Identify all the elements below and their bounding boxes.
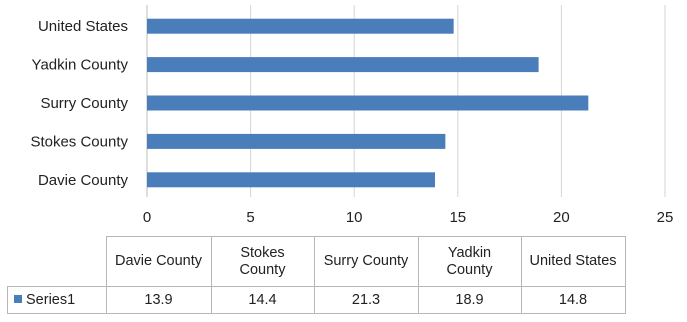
table-header-cell: Davie County xyxy=(105,236,212,287)
table-header-cell: Surry County xyxy=(313,236,419,287)
bar xyxy=(147,95,589,111)
table-corner xyxy=(8,237,107,287)
category-labels: Davie County Stokes County Surry County Yad… xyxy=(30,18,128,189)
table-header-cell: Stokes County xyxy=(210,236,315,287)
table-row: Series1 13.9 14.4 21.3 18.9 14.8 xyxy=(7,286,626,314)
bar xyxy=(147,172,436,188)
legend-entry: Series1 xyxy=(7,286,107,314)
bar xyxy=(147,57,539,73)
bar-chart: Davie County Stokes County Surry County Yad… xyxy=(30,5,674,226)
table-header-row: Davie County Stokes County Surry County Y… xyxy=(8,236,626,287)
bar xyxy=(147,18,454,34)
data-table: Davie County Stokes County Surry County Y… xyxy=(7,236,626,314)
legend-swatch xyxy=(14,294,22,303)
table-header-cell: United States xyxy=(520,236,626,287)
x-tick-label: 20 xyxy=(553,209,570,226)
category-label: Stokes County xyxy=(30,133,128,150)
bar xyxy=(147,133,446,149)
category-label: Yadkin County xyxy=(32,57,129,74)
bars xyxy=(147,18,589,188)
x-tick-label: 5 xyxy=(246,209,254,226)
category-label: Davie County xyxy=(38,172,129,189)
category-label: United States xyxy=(38,18,128,35)
table-header-cell: Yadkin County xyxy=(417,236,522,287)
x-tick-labels: 0 5 10 15 20 25 xyxy=(143,209,674,226)
table-cell: 21.3 xyxy=(313,286,419,314)
table-cell: 14.8 xyxy=(520,286,626,314)
category-label: Surry County xyxy=(40,95,128,112)
x-tick-label: 25 xyxy=(657,209,674,226)
table-cell: 13.9 xyxy=(105,286,212,314)
table-cell: 14.4 xyxy=(210,286,315,314)
x-tick-label: 10 xyxy=(346,209,363,226)
x-tick-label: 15 xyxy=(449,209,466,226)
table-cell: 18.9 xyxy=(417,286,522,314)
legend-label: Series1 xyxy=(26,291,76,308)
x-tick-label: 0 xyxy=(143,209,151,226)
